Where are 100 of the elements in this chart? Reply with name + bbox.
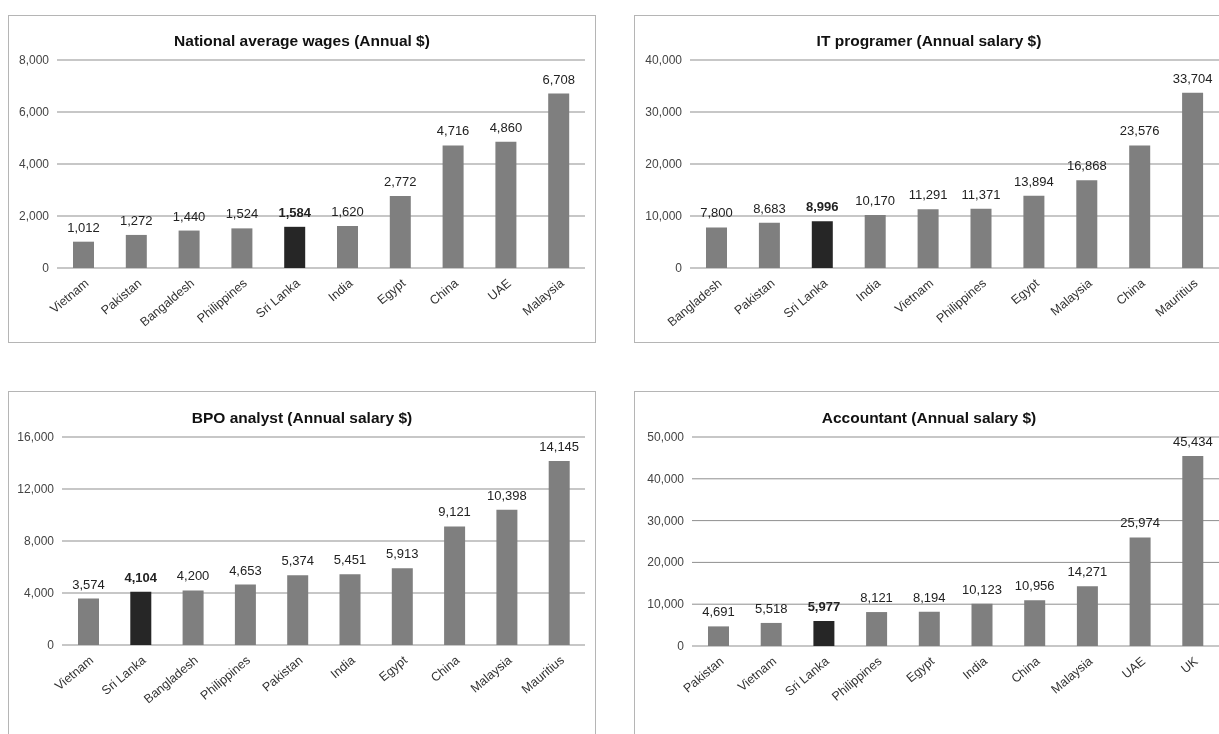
- y-tick-label: 4,000: [23, 586, 55, 600]
- bar: [339, 574, 361, 645]
- data-label: 5,913: [386, 546, 419, 562]
- bar: [864, 215, 886, 268]
- data-label: 14,271: [1067, 564, 1108, 580]
- bar: [231, 228, 253, 268]
- bar: [234, 584, 256, 645]
- bar: [287, 575, 309, 645]
- data-label: 4,104: [124, 569, 158, 585]
- x-tick-label: India: [853, 276, 884, 305]
- data-label: 1,012: [67, 219, 100, 235]
- data-label: 8,194: [913, 589, 946, 605]
- chart-title: IT programer (Annual salary $): [815, 32, 1043, 50]
- chart-title: BPO analyst (Annual salary $): [190, 409, 414, 427]
- data-label: 4,860: [489, 119, 523, 135]
- bar: [182, 590, 204, 645]
- bar: [706, 227, 727, 268]
- data-label: 1,584: [278, 204, 312, 220]
- y-tick-label: 0: [42, 261, 50, 275]
- data-label: 5,374: [281, 553, 314, 569]
- y-tick-label: 4,000: [18, 157, 50, 171]
- y-tick-label: 20,000: [645, 157, 683, 171]
- data-label: 4,691: [702, 604, 735, 620]
- y-tick-label: 0: [677, 639, 685, 653]
- bar: [813, 621, 835, 646]
- data-label: 5,451: [333, 552, 367, 568]
- x-tick-label: UAE: [1119, 654, 1148, 682]
- data-label: 4,716: [436, 123, 470, 139]
- bar: [178, 230, 200, 268]
- data-label: 8,121: [860, 590, 893, 606]
- bar: [971, 603, 993, 646]
- y-tick-label: 8,000: [18, 53, 50, 67]
- bar: [866, 612, 888, 646]
- y-tick-label: 50,000: [647, 430, 685, 444]
- data-label: 1,440: [172, 208, 206, 224]
- bar: [495, 141, 517, 268]
- data-label: 10,170: [855, 193, 896, 209]
- data-label: 3,574: [72, 576, 105, 592]
- x-tick-label: UK: [1178, 653, 1202, 676]
- bar: [1076, 586, 1098, 646]
- bar: [130, 591, 152, 645]
- y-tick-label: 40,000: [645, 53, 683, 67]
- data-label: 8,683: [753, 200, 786, 216]
- bar: [1076, 180, 1098, 268]
- data-label: 1,272: [120, 212, 153, 228]
- data-label: 11,291: [908, 187, 948, 203]
- bar: [970, 208, 992, 268]
- bar: [811, 221, 833, 268]
- data-label: 4,653: [229, 562, 262, 578]
- data-label: 4,200: [176, 568, 210, 584]
- data-label: 5,518: [754, 600, 788, 616]
- bar: [78, 598, 99, 645]
- bar: [1023, 195, 1045, 268]
- x-tick-label: India: [325, 276, 356, 305]
- bar: [760, 622, 782, 646]
- bar: [444, 526, 466, 645]
- y-tick-label: 0: [675, 261, 683, 275]
- data-label: 2,772: [384, 173, 417, 189]
- bar: [1024, 600, 1046, 646]
- y-tick-label: 40,000: [647, 471, 685, 486]
- chart-title: Accountant (Annual salary $): [820, 409, 1038, 427]
- bar: [1129, 145, 1151, 268]
- data-label: 16,868: [1066, 158, 1107, 174]
- y-tick-label: 10,000: [645, 209, 683, 223]
- data-label: 23,576: [1119, 123, 1160, 139]
- x-tick-label: India: [960, 654, 990, 683]
- bar: [758, 222, 780, 268]
- bar: [708, 626, 729, 646]
- y-tick-label: 30,000: [645, 105, 683, 119]
- chart-title: National average wages (Annual $): [173, 32, 431, 50]
- bar: [337, 225, 358, 268]
- data-label: 6,708: [542, 71, 575, 87]
- data-label: 7,800: [700, 205, 733, 221]
- y-tick-label: 8,000: [23, 534, 55, 548]
- bar: [496, 509, 518, 645]
- bar: [284, 226, 306, 268]
- data-label: 25,974: [1120, 515, 1160, 531]
- y-tick-label: 10,000: [647, 597, 685, 612]
- bar: [548, 93, 570, 268]
- data-label: 1,620: [331, 203, 364, 219]
- bar: [389, 195, 411, 268]
- data-label: 45,434: [1172, 434, 1213, 450]
- data-label: 1,524: [225, 206, 259, 222]
- bar: [73, 241, 94, 268]
- bar: [125, 234, 147, 268]
- data-label: 10,398: [487, 487, 527, 503]
- data-label: 5,977: [807, 599, 841, 615]
- y-tick-label: 0: [47, 638, 55, 652]
- data-label: 10,956: [1014, 578, 1055, 594]
- bar: [917, 209, 939, 268]
- y-tick-label: 20,000: [647, 555, 685, 570]
- data-label: 14,145: [539, 439, 580, 455]
- y-tick-label: 2,000: [18, 209, 50, 223]
- y-tick-label: 12,000: [17, 482, 55, 496]
- bar: [548, 461, 570, 645]
- y-tick-label: 6,000: [18, 105, 50, 119]
- y-tick-label: 16,000: [17, 430, 55, 444]
- data-label: 8,996: [806, 199, 839, 215]
- bar: [442, 145, 464, 268]
- data-label: 13,894: [1014, 173, 1054, 189]
